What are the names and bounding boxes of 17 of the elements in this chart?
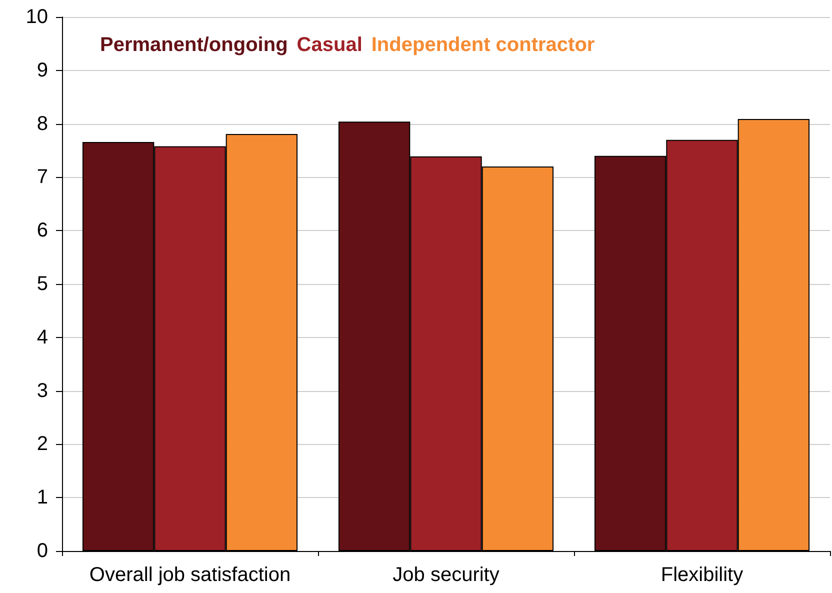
y-tick-label: 5	[36, 273, 48, 295]
y-tick-label: 0	[36, 540, 48, 562]
x-tick-label: Overall job satisfaction	[89, 564, 291, 586]
y-tick-label: 2	[36, 433, 48, 456]
y-tick-label: 4	[36, 326, 48, 348]
y-tick-label: 10	[26, 6, 48, 28]
y-tick-label: 6	[36, 220, 48, 242]
y-tick-label: 7	[36, 166, 48, 188]
y-tick-label: 8	[36, 112, 48, 135]
x-tick-label: Job security	[392, 564, 500, 586]
y-tick-label: 9	[36, 59, 48, 82]
text: Independent contractor	[371, 34, 595, 56]
y-tick-label: 3	[36, 380, 48, 402]
text: Casual	[296, 34, 362, 56]
x-tick-label: Flexibility	[660, 564, 744, 586]
y-tick-label: 1	[36, 486, 48, 509]
text: Permanent/ongoing	[100, 34, 288, 56]
